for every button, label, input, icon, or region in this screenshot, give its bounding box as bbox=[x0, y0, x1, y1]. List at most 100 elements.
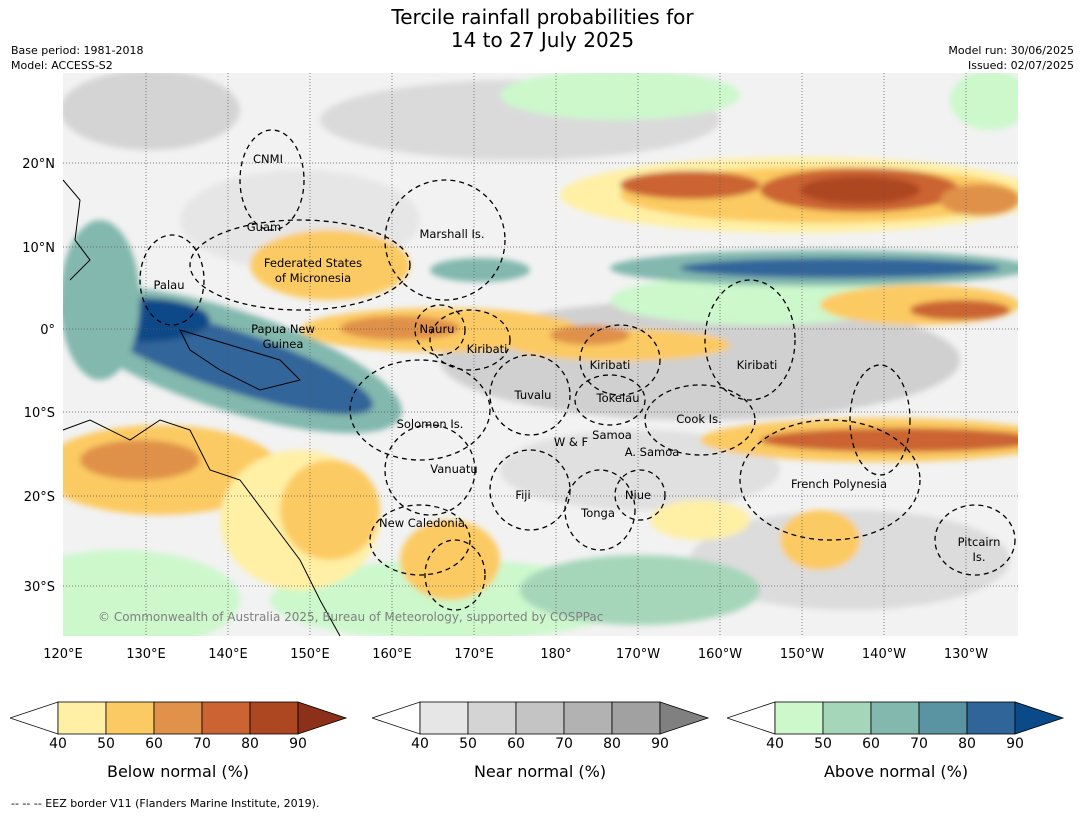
map-title: Tercile rainfall probabilities for 14 to… bbox=[0, 6, 1085, 52]
colorbar-swatch bbox=[870, 701, 920, 735]
colorbar-tick: 90 bbox=[289, 736, 307, 752]
eez-footnote: -- -- -- EEZ border V11 (Flanders Marine… bbox=[11, 797, 320, 810]
longitude-label: 150°E bbox=[290, 647, 330, 662]
model-run: Model run: 30/06/2025 bbox=[948, 44, 1074, 57]
longitude-label: 160°W bbox=[698, 647, 742, 662]
copyright-credit: © Commonwealth of Australia 2025, Bureau… bbox=[98, 610, 603, 624]
australia-coast bbox=[62, 419, 341, 637]
colorbar-tick: 60 bbox=[507, 736, 525, 752]
label-tokelau: Tokelau bbox=[596, 391, 640, 405]
latitude-label: 0° bbox=[40, 323, 55, 338]
eez-palau bbox=[139, 234, 205, 326]
label-french-polynesia: French Polynesia bbox=[791, 477, 887, 491]
label-fiji: Fiji bbox=[515, 488, 530, 502]
colorbar-extend-high bbox=[1014, 701, 1065, 735]
colorbar-extend-low bbox=[372, 701, 421, 735]
label-palau: Palau bbox=[154, 278, 185, 292]
colorbar-tick: 60 bbox=[862, 736, 880, 752]
meta-left: Base period: 1981-2018 Model: ACCESS-S2 bbox=[11, 43, 143, 73]
eez-new-caledonia bbox=[369, 504, 471, 576]
label-kiribati-w: Kiribati bbox=[467, 342, 508, 356]
latitude-label: 20°S bbox=[24, 490, 55, 505]
longitude-label: 150°W bbox=[780, 647, 824, 662]
colorbar-below-title: Below normal (%) bbox=[106, 762, 250, 781]
longitude-label: 170°W bbox=[616, 647, 660, 662]
colorbar-tick: 70 bbox=[193, 736, 211, 752]
label-marshall: Marshall Is. bbox=[419, 227, 484, 241]
eez-nauru bbox=[414, 304, 466, 356]
label-guam: Guam bbox=[247, 220, 281, 234]
label-pitcairn-1: Pitcairn bbox=[958, 535, 1001, 549]
meta-right: Model run: 30/06/2025 Issued: 02/07/2025 bbox=[948, 43, 1074, 73]
colorbar-near bbox=[372, 701, 710, 735]
colorbar-swatch bbox=[249, 701, 299, 735]
colorbar-swatch bbox=[966, 701, 1016, 735]
label-fsm-2: of Micronesia bbox=[275, 271, 351, 285]
colorbar-tick: 50 bbox=[97, 736, 115, 752]
longitude-label: 130°W bbox=[944, 647, 988, 662]
field-layer bbox=[63, 73, 1018, 636]
eez-tokelau bbox=[574, 374, 646, 426]
eez-french-polynesia bbox=[739, 419, 921, 541]
title-line-1: Tercile rainfall probabilities for bbox=[391, 5, 694, 29]
colorbar-extend-low bbox=[727, 701, 776, 735]
region-labels: CNMI Guam Marshall Is. Federated States … bbox=[154, 152, 1001, 564]
longitude-label: 130°E bbox=[126, 647, 166, 662]
colorbar-extend-high bbox=[297, 701, 348, 735]
latitude-label: 30°S bbox=[24, 580, 55, 595]
colorbar-swatch bbox=[105, 701, 155, 735]
eez-kiribati-w bbox=[429, 309, 511, 371]
label-kiribati-e: Kiribati bbox=[737, 358, 778, 372]
eez-niue bbox=[614, 469, 666, 521]
colorbar-tick: 90 bbox=[651, 736, 669, 752]
colorbar-swatch bbox=[611, 701, 661, 735]
eez-cook bbox=[644, 384, 756, 456]
philippines-coast bbox=[62, 179, 91, 281]
eez-vanuatu bbox=[384, 424, 476, 516]
colorbar-swatch bbox=[419, 701, 469, 735]
colorbar-swatch bbox=[153, 701, 203, 735]
colorbar-swatch bbox=[57, 701, 107, 735]
eez-kiribati-c bbox=[579, 324, 661, 396]
colorbar-tick: 90 bbox=[1006, 736, 1024, 752]
colorbar-tick: 50 bbox=[459, 736, 477, 752]
eez-marshall bbox=[384, 179, 506, 301]
colorbar-swatch bbox=[822, 701, 872, 735]
colorbar-tick: 40 bbox=[766, 736, 784, 752]
colorbar-tick: 80 bbox=[958, 736, 976, 752]
eez-fsm bbox=[189, 219, 411, 311]
label-tuvalu: Tuvalu bbox=[514, 388, 552, 402]
colorbar-tick: 80 bbox=[603, 736, 621, 752]
label-new-caledonia: New Caledonia bbox=[379, 516, 465, 530]
colorbar-above bbox=[727, 701, 1065, 735]
colorbar-above-title: Above normal (%) bbox=[823, 762, 969, 781]
latitude-label: 20°N bbox=[22, 157, 55, 172]
label-png-1: Papua New bbox=[251, 322, 315, 336]
longitude-labels: 120°E 130°E 140°E 150°E 160°E 170°E 180° 170°W 1… bbox=[43, 647, 988, 662]
eez-norfolk bbox=[424, 539, 486, 611]
eez-solomon bbox=[349, 359, 491, 461]
longitude-label: 140°W bbox=[862, 647, 906, 662]
colorbar-swatch bbox=[774, 701, 824, 735]
eez-french-polynesia-n bbox=[849, 364, 911, 476]
label-niue: Niue bbox=[625, 488, 651, 502]
label-fsm-1: Federated States bbox=[264, 256, 362, 270]
colorbar-tick: 70 bbox=[910, 736, 928, 752]
colorbar-tick: 50 bbox=[814, 736, 832, 752]
eez-pitcairn bbox=[934, 504, 1016, 576]
label-american-samoa: A. Samoa bbox=[625, 445, 680, 459]
eez-cnmi bbox=[239, 129, 305, 231]
colorbar-tick: 80 bbox=[241, 736, 259, 752]
issued-date: Issued: 02/07/2025 bbox=[967, 59, 1074, 72]
colorbar-swatch bbox=[918, 701, 968, 735]
latitude-label: 10°S bbox=[24, 406, 55, 421]
colorbar-near-title: Near normal (%) bbox=[473, 762, 607, 781]
longitude-label: 120°E bbox=[43, 647, 83, 662]
colorbar-below bbox=[10, 701, 348, 735]
label-pitcairn-2: Is. bbox=[972, 550, 985, 564]
longitude-label: 170°E bbox=[454, 647, 494, 662]
coastlines bbox=[62, 179, 341, 637]
label-samoa: Samoa bbox=[592, 428, 632, 442]
label-vanuatu: Vanuatu bbox=[430, 462, 477, 476]
colorbar-swatch bbox=[515, 701, 565, 735]
